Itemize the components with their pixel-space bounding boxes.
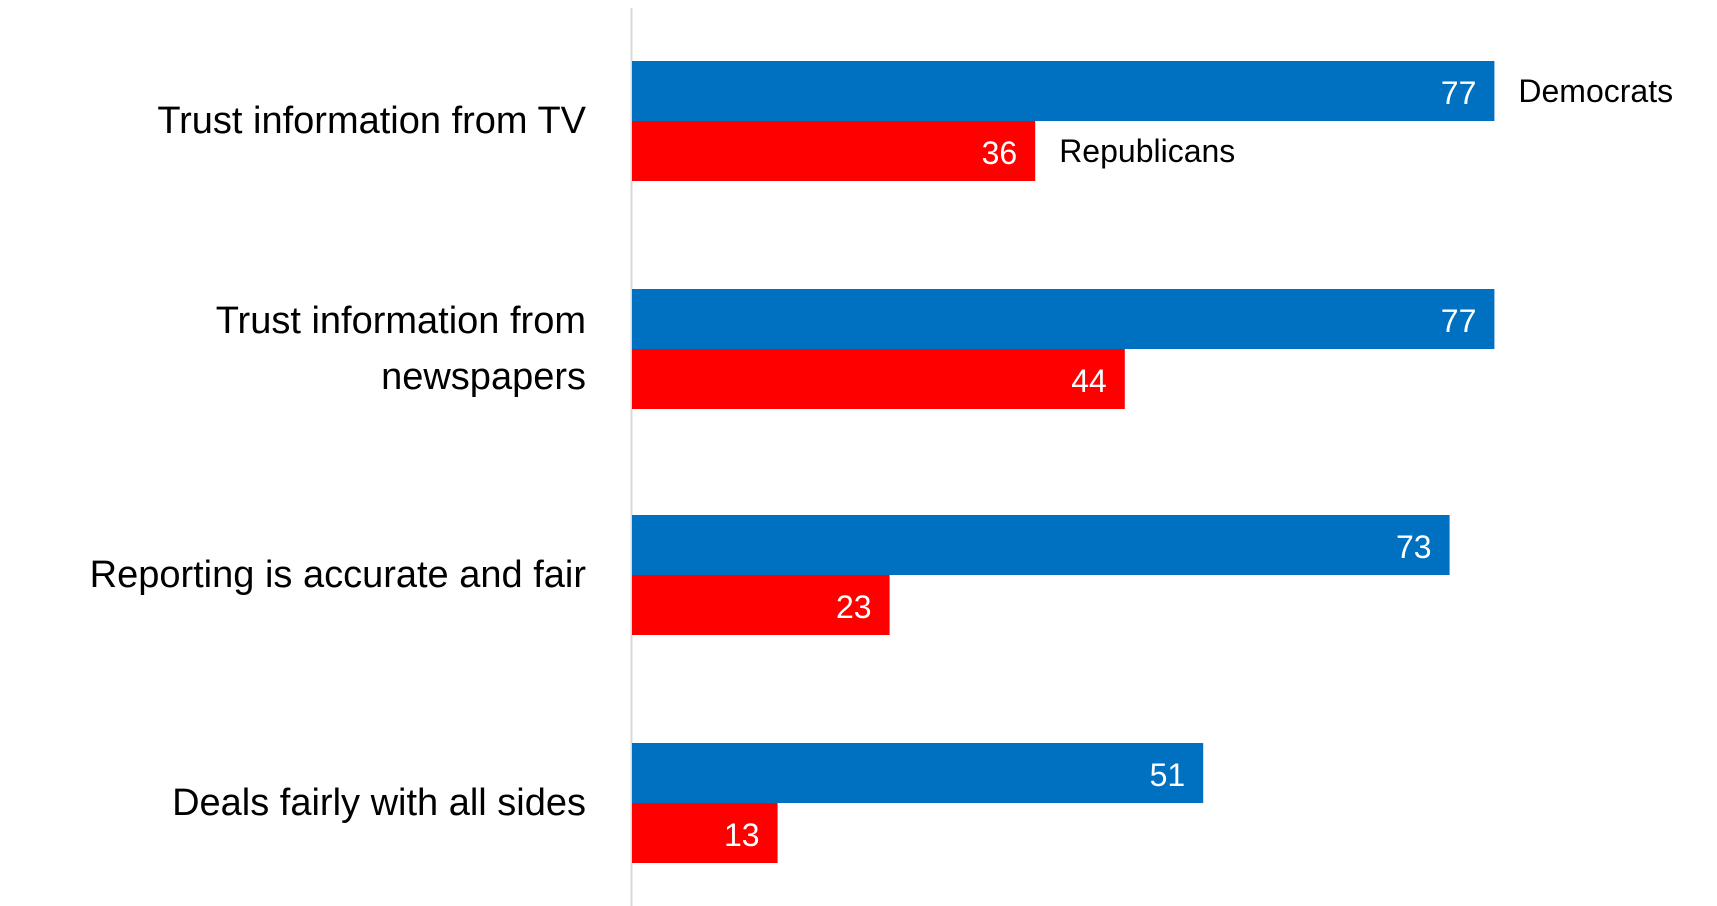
data-label-democrats: 51 [1150,757,1186,793]
category-label: Trust information from TV [157,100,586,142]
bar-democrats [632,515,1450,575]
labels-group: Trust information from TV 77 Democrats 36 Re… [90,73,1673,853]
bar-republicans [632,575,890,635]
category-label: newspapers [381,356,586,398]
bar-republicans [632,121,1036,181]
series-label-republicans: Republicans [1059,133,1235,169]
category-label: Deals fairly with all sides [172,782,586,824]
category-label: Trust information from [216,300,586,342]
category-label: Reporting is accurate and fair [90,554,587,596]
data-label-democrats: 77 [1441,75,1477,111]
bar-democrats [632,61,1495,121]
data-label-democrats: 77 [1441,303,1477,339]
series-label-democrats: Democrats [1518,73,1673,109]
bar-democrats [632,289,1495,349]
data-label-republicans: 44 [1071,363,1107,399]
bar-republicans [632,349,1125,409]
data-label-republicans: 36 [982,135,1018,171]
bars-group [632,61,1495,863]
data-label-republicans: 13 [724,817,760,853]
bar-democrats [632,743,1204,803]
data-label-democrats: 73 [1396,529,1432,565]
data-label-republicans: 23 [836,589,872,625]
bar-republicans [632,803,778,863]
